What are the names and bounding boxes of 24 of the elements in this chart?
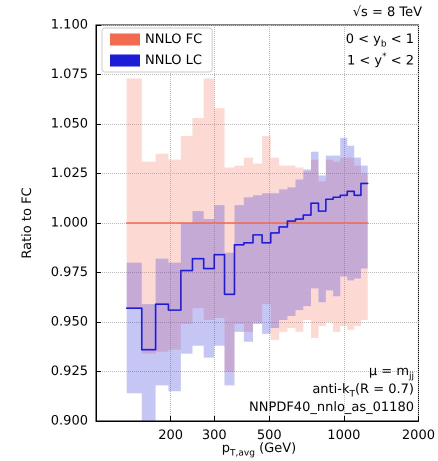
y-tick-label: 0.975 — [50, 265, 88, 280]
y-tick-label: 0.950 — [50, 314, 88, 330]
annotation: 1 < y$^{*}$ < 2 — [346, 51, 414, 68]
y-tick-label: 1.075 — [50, 67, 88, 82]
annotation: NNPDF40_nnlo_as_01180 — [249, 400, 414, 415]
annotation: μ = m$_{jj}$ — [368, 364, 414, 382]
text: √s = 8 TeV — [352, 5, 422, 20]
y-tick-label: 1.000 — [50, 216, 88, 230]
y-tick-label: 0.925 — [50, 364, 88, 379]
legend-label: NNLO LC — [145, 53, 202, 68]
legend-label: NNLO FC — [145, 32, 202, 47]
y-tick-label: 0.900 — [50, 414, 88, 428]
y-axis-title: Ratio to FC — [20, 187, 35, 259]
x-axis-title: p$_{T,avg}$ (GeV) — [222, 441, 296, 461]
x-tick-label: 2000 — [402, 428, 436, 443]
y-tick-label: 1.025 — [50, 166, 88, 181]
x-tick-label: 200 — [158, 428, 184, 443]
x-tick-label: 300 — [202, 428, 227, 443]
x-tick-label: 500 — [256, 428, 282, 443]
y-tick-label: 1.100 — [50, 18, 88, 32]
y-tick-label: 1.050 — [50, 116, 88, 132]
annotation: anti-k$_{T}$(R = 0.7) — [312, 382, 414, 400]
annotation: 0 < y$_{b}$ < 1 — [346, 32, 414, 52]
x-tick-label: 1000 — [327, 428, 360, 443]
